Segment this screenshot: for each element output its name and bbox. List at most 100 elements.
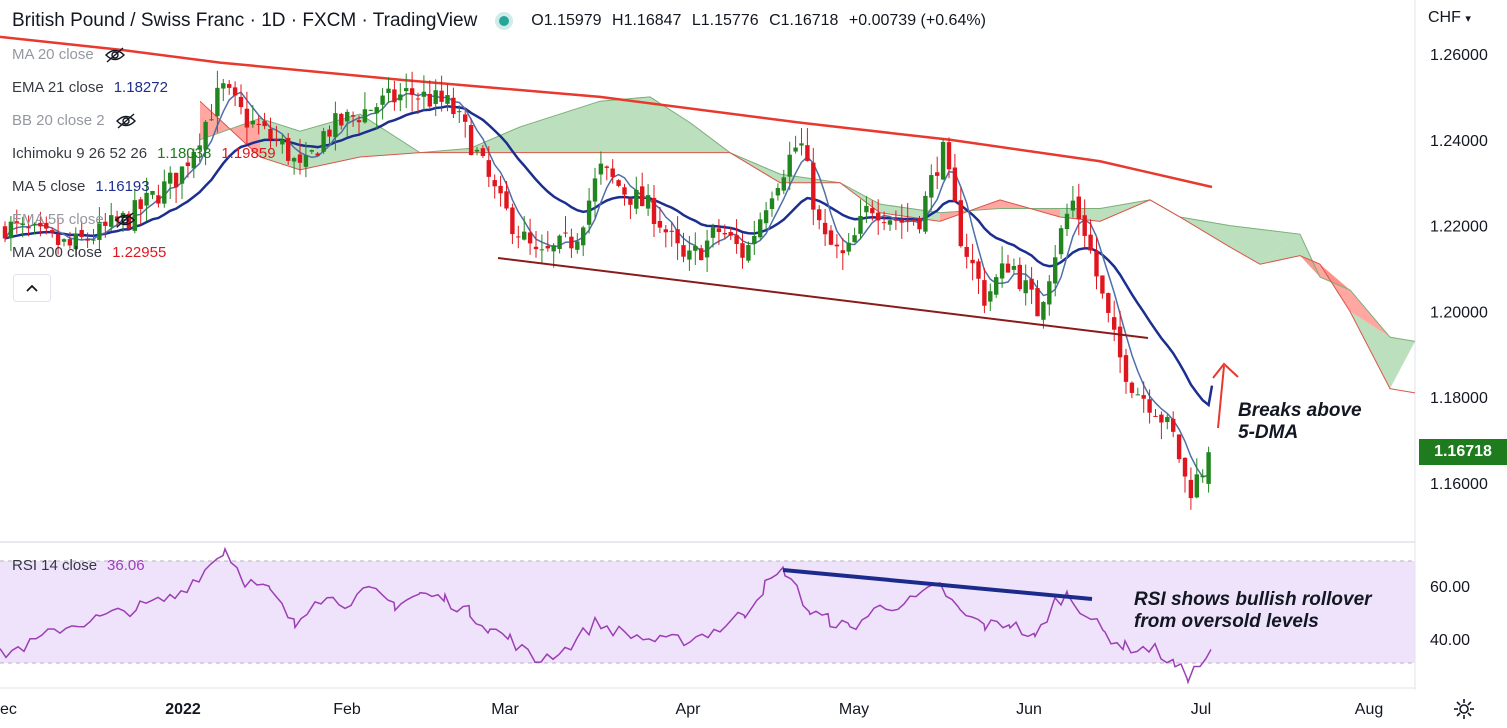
candle bbox=[699, 244, 704, 261]
candle bbox=[14, 209, 19, 234]
ema21-line[interactable] bbox=[4, 105, 1214, 408]
price-tick-label: 1.20000 bbox=[1430, 304, 1488, 321]
candle bbox=[333, 101, 338, 151]
candle bbox=[569, 228, 574, 258]
candle bbox=[811, 147, 816, 226]
breakout-annotation[interactable]: Breaks above 5-DMA bbox=[1238, 400, 1362, 444]
ma200-line[interactable] bbox=[0, 35, 1213, 189]
candle bbox=[864, 196, 869, 223]
time-tick-label: Aug bbox=[1355, 701, 1383, 718]
close-value: C1.16718 bbox=[769, 12, 839, 29]
candle bbox=[1035, 280, 1040, 317]
ichimoku-cloud-segment bbox=[1320, 264, 1390, 338]
candle bbox=[988, 283, 993, 312]
time-tick-label: Apr bbox=[676, 701, 702, 718]
rsi-annotation[interactable]: RSI shows bullish rollover from oversold… bbox=[1134, 589, 1372, 633]
legend-ma200[interactable]: MA 200 close 1.22955 bbox=[12, 244, 166, 261]
candle bbox=[274, 125, 279, 147]
candle bbox=[1147, 389, 1152, 424]
candle bbox=[238, 84, 244, 115]
legend-ema21-value: 1.18272 bbox=[113, 79, 168, 96]
candle bbox=[1005, 254, 1011, 273]
legend-ema55[interactable]: EMA 55 close bbox=[12, 211, 136, 228]
currency-selector[interactable]: CHF ▾ bbox=[1428, 9, 1471, 27]
rsi-line[interactable] bbox=[0, 546, 1212, 685]
candle bbox=[91, 229, 96, 245]
candle bbox=[539, 234, 545, 264]
candle bbox=[457, 105, 462, 123]
hidden-eye-icon[interactable] bbox=[114, 211, 136, 228]
hidden-eye-icon[interactable] bbox=[115, 112, 137, 129]
candle bbox=[763, 202, 769, 230]
candle bbox=[439, 75, 444, 112]
candle bbox=[268, 117, 273, 148]
candle bbox=[640, 172, 645, 207]
ichimoku-cloud-segment bbox=[600, 96, 650, 153]
hidden-eye-icon[interactable] bbox=[104, 46, 126, 63]
candle bbox=[339, 112, 344, 130]
candle bbox=[1176, 434, 1182, 463]
candle bbox=[1200, 469, 1205, 483]
legend-ema55-label: EMA 55 close bbox=[12, 211, 104, 228]
candle bbox=[581, 225, 586, 257]
legend-ma5[interactable]: MA 5 close 1.16193 bbox=[12, 178, 150, 195]
candle bbox=[893, 210, 899, 231]
candle bbox=[846, 233, 851, 256]
candle bbox=[1094, 237, 1099, 290]
collapse-legend-button[interactable] bbox=[13, 274, 51, 302]
candle bbox=[215, 70, 220, 133]
candle bbox=[940, 138, 946, 181]
time-tick-label: ec bbox=[0, 701, 17, 718]
candle bbox=[622, 183, 627, 206]
candle bbox=[474, 146, 480, 156]
candle bbox=[1058, 225, 1064, 259]
legend-ichimoku[interactable]: Ichimoku 9 26 52 26 1.18038 1.19859 bbox=[12, 145, 276, 162]
candle bbox=[1171, 411, 1176, 438]
candle bbox=[109, 202, 114, 232]
candle bbox=[79, 221, 84, 240]
price-tick-label: 1.16000 bbox=[1430, 476, 1488, 493]
candle bbox=[191, 148, 196, 179]
rsi-trendline[interactable] bbox=[782, 568, 1093, 601]
legend-ema21[interactable]: EMA 21 close 1.18272 bbox=[12, 79, 168, 96]
candle bbox=[575, 233, 580, 254]
ichimoku-cloud-segment bbox=[650, 96, 690, 153]
candle bbox=[1076, 183, 1081, 236]
candle bbox=[527, 218, 533, 255]
settings-gear-icon[interactable] bbox=[1452, 697, 1476, 721]
chevron-up-icon bbox=[26, 284, 38, 292]
candle bbox=[510, 203, 515, 245]
breakout-arrow[interactable] bbox=[1212, 362, 1239, 429]
candle bbox=[504, 181, 509, 211]
rsi-band bbox=[0, 561, 1415, 663]
last-price-badge: 1.16718 bbox=[1419, 439, 1507, 465]
candle bbox=[386, 77, 391, 103]
candle bbox=[38, 211, 43, 237]
candle bbox=[592, 167, 598, 219]
ohlc-values: O1.15979 H1.16847 L1.15776 C1.16718 +0.0… bbox=[531, 12, 992, 30]
candle bbox=[693, 232, 698, 266]
candle bbox=[2, 221, 8, 243]
legend-ma200-value: 1.22955 bbox=[112, 244, 167, 261]
time-tick-label: May bbox=[839, 701, 869, 718]
symbol-title[interactable]: British Pound / Swiss Franc · 1D · FXCM … bbox=[12, 10, 478, 31]
rsi-tick-label: 40.00 bbox=[1430, 632, 1470, 649]
legend-ma20[interactable]: MA 20 close bbox=[12, 46, 126, 63]
candle bbox=[734, 219, 739, 254]
candle bbox=[545, 231, 550, 252]
candle bbox=[616, 179, 621, 188]
legend-rsi[interactable]: RSI 14 close 36.06 bbox=[12, 557, 145, 574]
legend-bb[interactable]: BB 20 close 2 bbox=[12, 112, 137, 129]
candle bbox=[563, 216, 568, 238]
ichimoku-cloud-segment bbox=[1350, 311, 1415, 389]
candle bbox=[256, 115, 261, 135]
candle bbox=[280, 134, 285, 154]
candle bbox=[221, 78, 226, 102]
support-trendline[interactable] bbox=[497, 257, 1149, 339]
candle bbox=[50, 227, 55, 238]
candle bbox=[132, 189, 137, 234]
time-tick-label: Jul bbox=[1191, 701, 1211, 718]
legend-rsi-label: RSI 14 close bbox=[12, 557, 98, 574]
candle bbox=[486, 146, 491, 188]
candle bbox=[138, 196, 143, 225]
